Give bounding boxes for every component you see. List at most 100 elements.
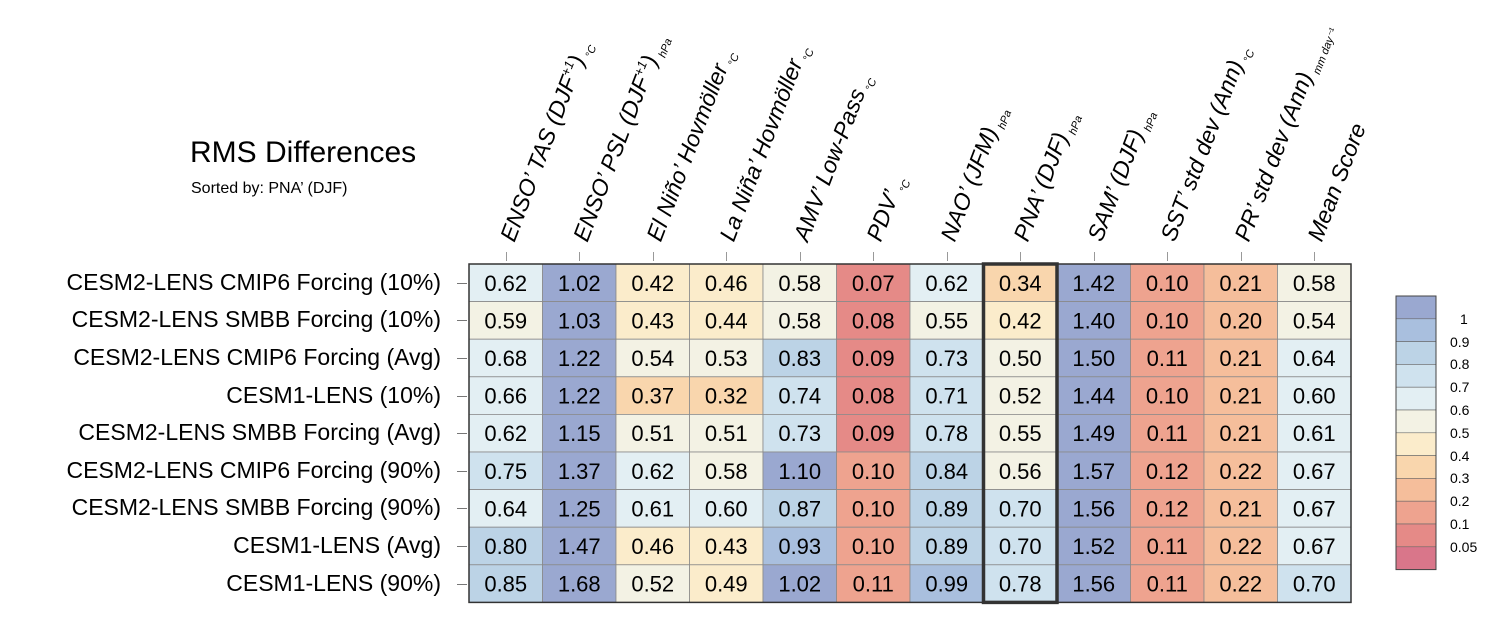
cell-value-label: 0.21 — [1219, 496, 1262, 521]
cell-value-label: 0.09 — [852, 346, 895, 371]
heatmap-cell — [1056, 564, 1131, 603]
colorbar-swatch — [1395, 295, 1437, 320]
cell-value-label: 0.32 — [705, 384, 748, 409]
cell-value-label: 0.89 — [925, 534, 968, 559]
cell-value-label: 1.02 — [558, 271, 601, 296]
cell-value-label: 0.62 — [925, 271, 968, 296]
colorbar-tick-label: 0.8 — [1450, 356, 1470, 373]
heatmap-cell — [1130, 301, 1205, 340]
cell-value-label: 0.55 — [999, 421, 1042, 446]
cell-value-label: 0.64 — [1293, 346, 1336, 371]
heatmap-cell — [468, 301, 543, 340]
heatmap-cell — [1130, 263, 1205, 302]
row-label: CESM2-LENS CMIP6 Forcing (10%) — [66, 268, 442, 295]
heatmap-cell — [1203, 376, 1278, 415]
column-tick — [1167, 252, 1169, 261]
column-tick — [799, 252, 801, 261]
cell-value-label: 0.22 — [1219, 572, 1262, 597]
heatmap-cell — [1203, 526, 1278, 566]
heatmap-cell — [1056, 338, 1131, 378]
heatmap-cell — [542, 376, 617, 415]
cell-value-label: 0.73 — [925, 346, 968, 371]
cell-value-label: 0.21 — [1219, 346, 1262, 371]
heatmap-cell — [468, 413, 543, 453]
column-tick — [652, 252, 654, 261]
cell-value-label: 0.20 — [1219, 308, 1262, 333]
colorbar-swatch — [1395, 523, 1437, 548]
heatmap-cell — [836, 338, 911, 378]
row-label: CESM2-LENS CMIP6 Forcing (90%) — [66, 456, 442, 483]
heatmap-cell — [1277, 301, 1352, 340]
heatmap-cell — [1277, 489, 1352, 528]
cell-value-label: 0.78 — [999, 572, 1042, 597]
heatmap-cell — [1056, 526, 1131, 566]
row-tick — [457, 395, 467, 397]
cell-value-label: 0.22 — [1219, 459, 1262, 484]
cell-value-label: 0.70 — [999, 534, 1042, 559]
column-tick — [1314, 252, 1316, 261]
heatmap-cell — [909, 376, 984, 415]
cell-value-label: 0.34 — [999, 271, 1042, 296]
cell-value-label: 0.56 — [999, 459, 1042, 484]
cell-value-label: 0.12 — [1146, 459, 1189, 484]
heatmap-cell — [1203, 451, 1278, 490]
cell-value-label: 0.10 — [1146, 384, 1189, 409]
cell-value-label: 0.11 — [1147, 534, 1188, 559]
heatmap-cell — [762, 489, 837, 528]
cell-value-label: 0.68 — [484, 346, 527, 371]
heatmap-cell — [1130, 338, 1205, 378]
heatmap-cell — [1277, 413, 1352, 453]
colorbar-tick-label: 0.3 — [1450, 470, 1470, 487]
heatmap-cell — [468, 526, 543, 566]
chart-subtitle: Sorted by: PNA’ (DJF) — [191, 180, 348, 197]
cell-value-label: 0.87 — [778, 496, 821, 521]
row-tick — [457, 358, 467, 359]
cell-value-label: 0.52 — [999, 384, 1042, 409]
cell-value-label: 0.71 — [925, 384, 968, 409]
column-tick — [873, 252, 875, 261]
cell-value-label: 0.21 — [1219, 421, 1262, 446]
colorbar-tick-label: 1 — [1460, 310, 1468, 327]
cell-value-label: 0.11 — [1147, 346, 1188, 371]
cell-value-label: 0.11 — [1147, 572, 1188, 597]
heatmap-cell — [542, 489, 617, 528]
column-tick — [946, 252, 948, 261]
cell-value-label: 0.84 — [925, 459, 968, 484]
cell-value-label: 0.64 — [484, 496, 527, 521]
heatmap-cell — [1277, 338, 1352, 378]
row-label: CESM2-LENS SMBB Forcing (90%) — [71, 494, 441, 521]
heatmap-cell — [1203, 301, 1278, 340]
heatmap-cell — [836, 263, 911, 302]
cell-value-label: 1.37 — [558, 459, 601, 484]
cell-value-label: 1.44 — [1072, 384, 1115, 409]
heatmap-cell — [1277, 451, 1352, 490]
cell-value-label: 1.49 — [1072, 421, 1115, 446]
row-label: CESM2-LENS SMBB Forcing (10%) — [71, 306, 441, 333]
colorbar-border — [1395, 295, 1437, 571]
heatmap-cell — [689, 451, 764, 490]
heatmap-cell — [1277, 564, 1352, 603]
cell-value-label: 0.09 — [852, 421, 895, 446]
row-tick — [457, 320, 467, 322]
heatmap-cell — [983, 564, 1058, 603]
heatmap-cell — [689, 263, 764, 302]
colorbar-tick-label: 0.2 — [1450, 493, 1470, 510]
colorbar-tick-label: 0.9 — [1450, 333, 1470, 350]
heatmap-cell — [762, 338, 837, 378]
colorbar-swatch — [1395, 546, 1437, 570]
cell-value-label: 1.02 — [778, 572, 821, 597]
cell-value-label: 0.50 — [999, 346, 1042, 371]
heatmap-cell — [762, 564, 837, 603]
heatmap-cell — [1130, 564, 1205, 603]
column-tick — [505, 252, 507, 261]
cell-value-label: 0.89 — [925, 496, 968, 521]
heatmap-cell — [1203, 489, 1278, 528]
cell-value-label: 0.07 — [852, 271, 895, 296]
cell-value-label: 0.22 — [1219, 534, 1262, 559]
row-tick — [457, 282, 467, 284]
row-tick — [457, 433, 467, 435]
row-label: CESM1-LENS (Avg) — [233, 532, 441, 558]
column-tick — [579, 252, 581, 261]
cell-value-label: 1.52 — [1072, 534, 1115, 559]
heatmap-cell — [542, 564, 617, 603]
